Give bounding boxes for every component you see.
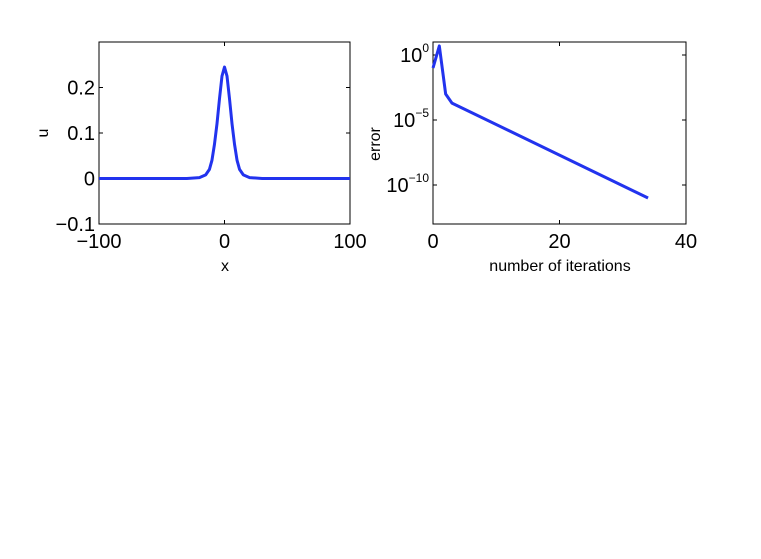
plot-right-x-ticks: 0 20 40 <box>427 42 697 253</box>
plot-left-x-ticks: −100 0 100 <box>76 42 367 253</box>
plot-right-x-tick-label: 40 <box>675 231 697 253</box>
plot-left: −100 0 100 −0.1 0 0.1 0.2 x u <box>35 41 367 275</box>
plot-left-y-tick-label: 0.1 <box>67 123 95 145</box>
plot-left-y-ticks: −0.1 0 0.1 0.2 <box>56 78 350 236</box>
plot-left-y-tick-label: −0.1 <box>56 214 95 236</box>
plot-right-x-tick-label: 20 <box>548 231 570 253</box>
plot-right-x-axis-label: number of iterations <box>489 258 630 275</box>
plot-right-y-tick-label: 10−5 <box>393 106 429 132</box>
plot-right-y-tick-base: 10 <box>400 45 422 67</box>
plot-right-y-tick-label: 10−10 <box>386 171 429 197</box>
plot-right-y-tick-exponent: −5 <box>415 106 429 120</box>
plot-right-y-axis-label: error <box>367 126 384 160</box>
plot-right-y-tick-exponent: 0 <box>422 41 429 55</box>
plot-right-y-tick-exponent: −10 <box>409 171 430 185</box>
plot-right-x-tick-label: 0 <box>427 231 438 253</box>
plot-left-x-axis-label: x <box>221 258 229 275</box>
plot-left-y-tick-label: 0 <box>84 169 95 191</box>
plot-left-y-tick-label: 0.2 <box>67 78 95 100</box>
plot-right-y-tick-base: 10 <box>386 175 408 197</box>
plot-left-x-tick-label: 100 <box>333 231 366 253</box>
plot-right-y-tick-label: 100 <box>400 41 429 67</box>
plot-left-y-axis-label: u <box>35 129 52 138</box>
plot-right-axes-box <box>432 41 687 225</box>
plot-right-y-tick-base: 10 <box>393 110 415 132</box>
plot-left-x-tick-label: 0 <box>219 231 230 253</box>
plot-left-x-tick-label: −100 <box>76 231 121 253</box>
plot-left-series-line <box>99 65 350 180</box>
plot-right-series-line <box>431 44 649 200</box>
